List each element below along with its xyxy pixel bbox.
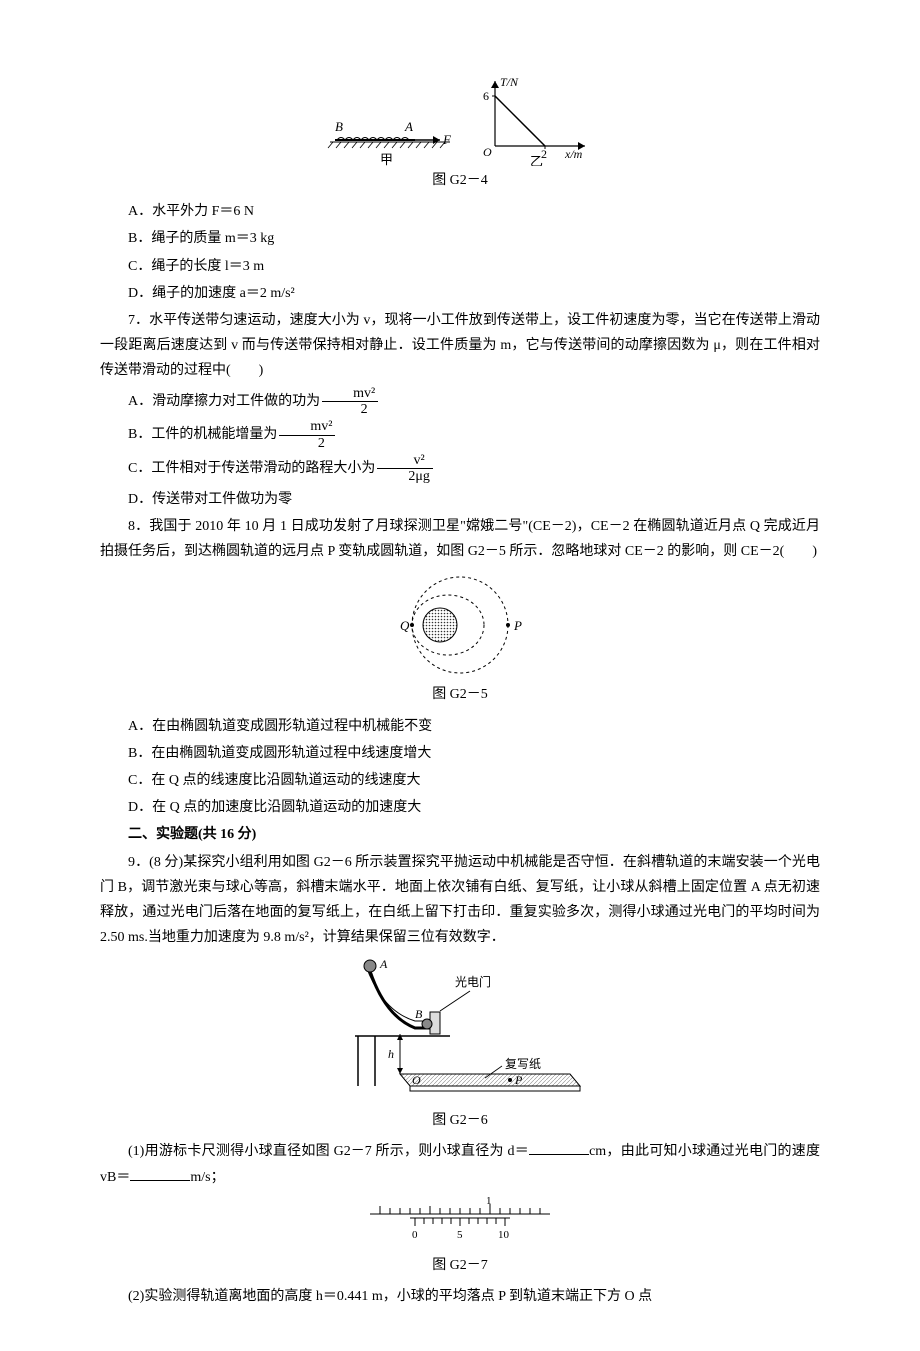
figure-g2-5-caption: 图 G2－5 [100, 682, 820, 707]
q7-opt-b: B．工件的机械能增量为mv²2 [100, 419, 820, 451]
figure-g2-4: B A F 甲 T/N [100, 76, 820, 193]
x-axis-label: x/m [564, 147, 583, 161]
vern-tick-10: 10 [498, 1229, 510, 1241]
figure-g2-6-svg: A 光电门 B 复写纸 h O P [330, 956, 590, 1106]
main-tick-1: 1 [486, 1196, 492, 1207]
q9-stem: 9．(8 分)某探究小组利用如图 G2－6 所示装置探究平抛运动中机械能是否守恒… [100, 850, 820, 951]
q7-opt-c-text: C．工件相对于传送带滑动的路程大小为 [128, 461, 375, 476]
figure-g2-5: Q P 图 G2－5 [100, 570, 820, 707]
label-h: h [388, 1047, 394, 1061]
figure-g2-4-left: B A F 甲 [325, 116, 455, 166]
q7-opt-d: D．传送带对工件做功为零 [100, 487, 820, 512]
q7-opt-a: A．滑动摩擦力对工件做的功为mv²2 [100, 386, 820, 418]
q6-opt-c: C．绳子的长度 l＝3 m [100, 254, 820, 279]
label-B: B [335, 119, 343, 134]
q9-part1-pre: (1)用游标卡尺测得小球直径如图 G2－7 所示，则小球直径为 d＝ [128, 1144, 529, 1159]
label-P: P [513, 618, 522, 633]
figure-g2-6: A 光电门 B 复写纸 h O P 图 G2－6 [100, 956, 820, 1133]
q8-opt-a: A．在由椭圆轨道变成圆形轨道过程中机械能不变 [100, 714, 820, 739]
figure-g2-7: 1 0 5 10 图 G2－7 [100, 1196, 820, 1278]
figure-g2-7-svg: 1 0 5 10 [360, 1196, 560, 1251]
blank-diameter [529, 1140, 589, 1155]
q8-stem: 8．我国于 2010 年 10 月 1 日成功发射了月球探测卫星"嫦娥二号"(C… [100, 514, 820, 564]
vern-tick-5: 5 [457, 1229, 463, 1241]
q7-stem: 7．水平传送带匀速运动，速度大小为 v，现将一小工件放到传送带上，设工件初速度为… [100, 308, 820, 384]
label-A: A [404, 119, 413, 134]
q8-opt-d: D．在 Q 点的加速度比沿圆轨道运动的加速度大 [100, 795, 820, 820]
label-Q: Q [400, 618, 410, 633]
y-tick-6: 6 [483, 89, 489, 103]
label-paper: 复写纸 [505, 1057, 541, 1071]
fraction-mv2-2-b: mv²2 [279, 419, 335, 451]
figure-g2-5-svg: Q P [380, 570, 540, 680]
figure-g2-4-right: T/N 6 2 x/m O 乙 [475, 76, 595, 166]
label-B-fig3: B [415, 1007, 423, 1021]
figure-g2-6-caption: 图 G2－6 [100, 1108, 820, 1133]
label-O-fig3: O [412, 1073, 421, 1087]
label-yi: 乙 [530, 154, 543, 166]
fraction-mv2-2-a: mv²2 [322, 386, 378, 418]
q6-opt-b: B．绳子的质量 m＝3 kg [100, 226, 820, 251]
blank-velocity [130, 1166, 190, 1181]
label-P-fig3: P [514, 1073, 523, 1087]
q8-opt-b: B．在由椭圆轨道变成圆形轨道过程中线速度增大 [100, 741, 820, 766]
label-A-fig3: A [379, 957, 388, 971]
fraction-v2-2ug: v²2μg [377, 453, 433, 485]
q6-opt-a: A．水平外力 F＝6 N [100, 199, 820, 224]
q6-opt-d: D．绳子的加速度 a＝2 m/s² [100, 281, 820, 306]
vern-tick-0: 0 [412, 1229, 418, 1241]
q9-part2: (2)实验测得轨道离地面的高度 h＝0.441 m，小球的平均落点 P 到轨道末… [100, 1284, 820, 1309]
origin-label: O [483, 145, 492, 159]
figure-g2-7-caption: 图 G2－7 [100, 1253, 820, 1278]
q8-opt-c: C．在 Q 点的线速度比沿圆轨道运动的线速度大 [100, 768, 820, 793]
figure-g2-4-caption: 图 G2－4 [100, 168, 820, 193]
label-jia: 甲 [380, 152, 393, 166]
y-axis-label: T/N [500, 76, 519, 89]
q9-part1: (1)用游标卡尺测得小球直径如图 G2－7 所示，则小球直径为 d＝cm，由此可… [100, 1139, 820, 1189]
q7-opt-a-text: A．滑动摩擦力对工件做的功为 [128, 394, 320, 409]
q7-opt-c: C．工件相对于传送带滑动的路程大小为v²2μg [100, 453, 820, 485]
label-F: F [442, 132, 452, 147]
q7-opt-b-text: B．工件的机械能增量为 [128, 427, 277, 442]
section-header-2: 二、实验题(共 16 分) [100, 822, 820, 847]
q9-part1-suffix: m/s； [190, 1170, 224, 1185]
label-light-gate: 光电门 [455, 974, 491, 989]
